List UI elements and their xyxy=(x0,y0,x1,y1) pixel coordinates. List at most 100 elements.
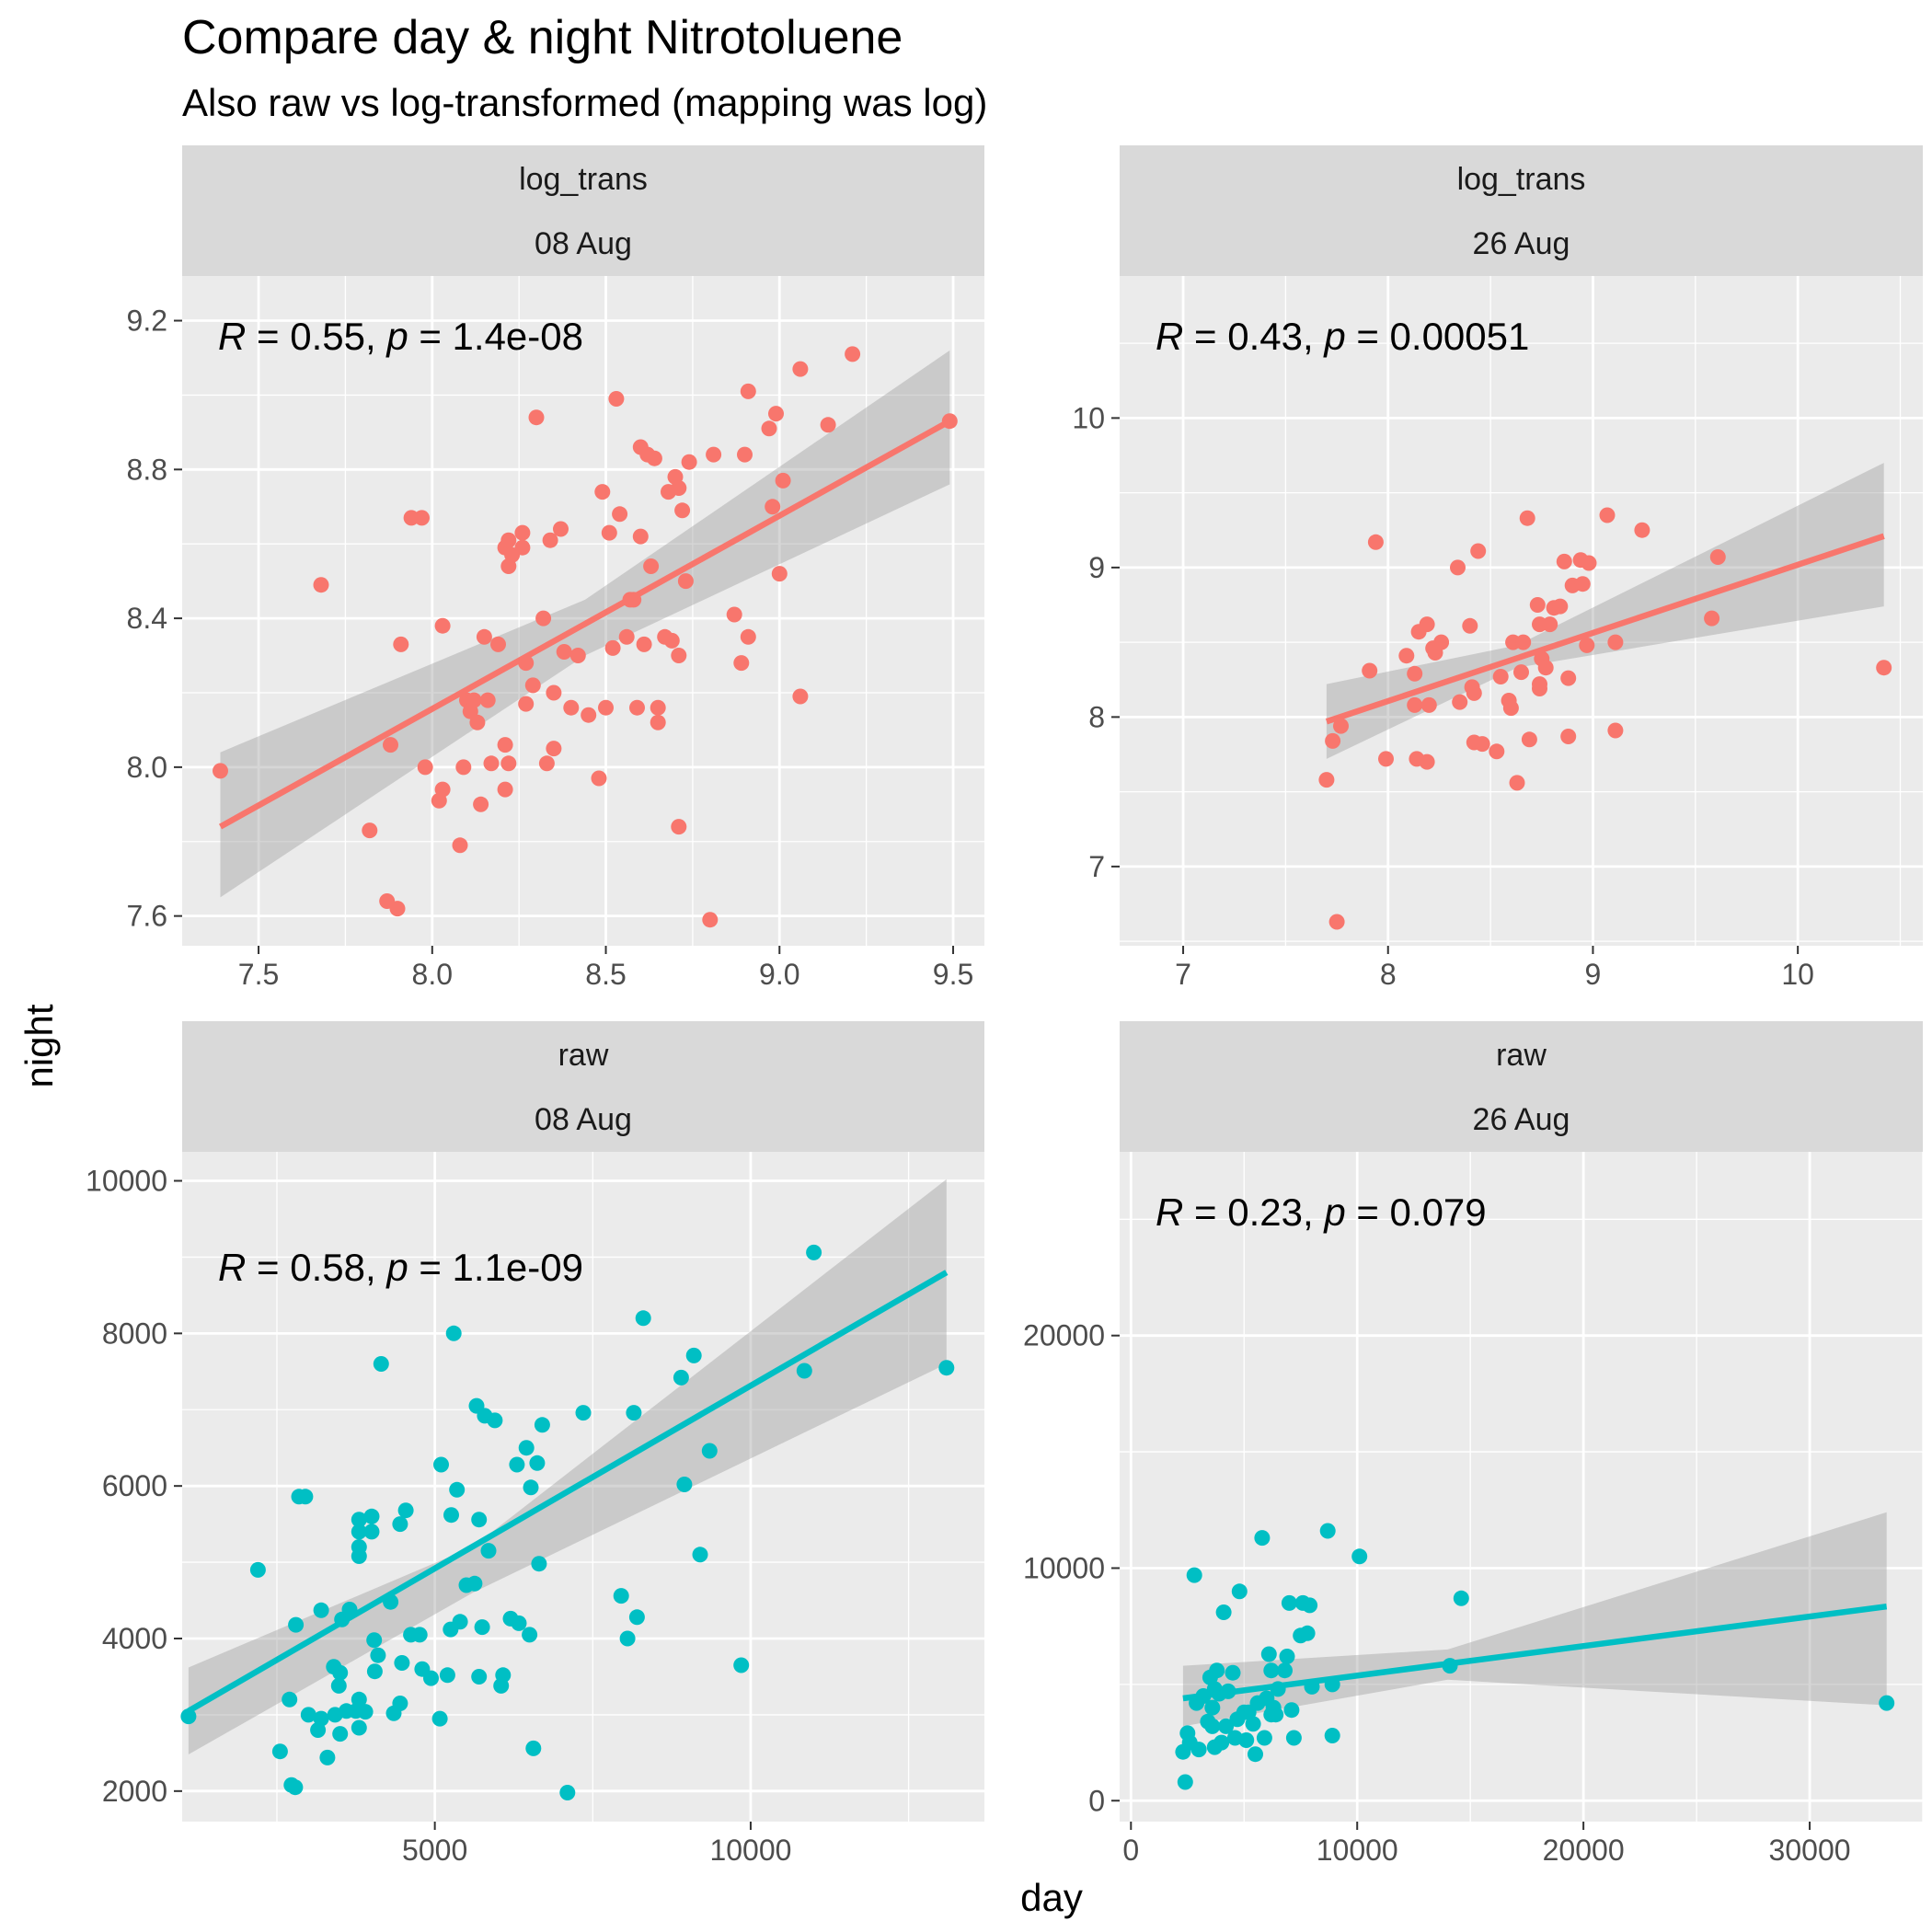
data-point xyxy=(1177,1774,1193,1790)
data-point xyxy=(351,1691,367,1708)
panel-background xyxy=(182,276,984,946)
data-point xyxy=(1560,670,1577,686)
y-tick-label: 4000 xyxy=(102,1622,167,1655)
data-point xyxy=(394,1655,410,1671)
data-point xyxy=(594,484,611,500)
x-tick-label: 9 xyxy=(1585,958,1602,991)
chart-subtitle: Also raw vs log-transformed (mapping was… xyxy=(182,81,987,124)
x-axis-title: day xyxy=(1020,1876,1083,1919)
data-point xyxy=(490,636,506,652)
data-point xyxy=(434,617,451,634)
data-point xyxy=(1607,722,1624,739)
data-point xyxy=(362,822,378,839)
x-tick-label: 7.5 xyxy=(238,958,279,991)
data-point xyxy=(500,532,517,548)
data-point xyxy=(1521,731,1537,748)
panel-raw-26aug: raw 26 Aug R = 0.23, p = 0.079 0 10000 20000 3… xyxy=(1023,1021,1924,1867)
data-point xyxy=(673,1369,689,1386)
correlation-label: R = 0.43, p = 0.00051 xyxy=(1156,315,1529,358)
data-point xyxy=(471,1669,488,1685)
data-point xyxy=(392,1516,408,1533)
panel-raw-08aug: raw 08 Aug R = 0.58, p = 1.1e-09 5000 10000 2… xyxy=(86,1021,984,1867)
data-point xyxy=(351,1548,367,1564)
data-point xyxy=(1378,751,1394,767)
data-point xyxy=(1634,522,1650,538)
y-tick-label: 7.6 xyxy=(127,900,167,933)
data-point xyxy=(525,1740,542,1756)
x-tick-label: 10000 xyxy=(709,1834,791,1867)
data-point xyxy=(1319,1523,1336,1539)
data-point xyxy=(483,755,500,772)
y-tick-label: 7 xyxy=(1088,850,1105,883)
data-point xyxy=(701,1443,718,1459)
data-point xyxy=(598,699,614,716)
data-point xyxy=(726,606,742,623)
data-point xyxy=(1279,1649,1295,1664)
facet-strip-label: 26 Aug xyxy=(1473,1102,1570,1137)
data-point xyxy=(351,1524,367,1540)
data-point xyxy=(1709,549,1726,565)
data-point xyxy=(618,628,635,645)
data-point xyxy=(1302,1597,1318,1614)
data-point xyxy=(681,454,697,470)
data-point xyxy=(569,648,586,663)
x-tick-label: 5000 xyxy=(402,1834,467,1867)
data-point xyxy=(1502,700,1519,717)
facet-strip xyxy=(1120,145,1923,276)
x-tick-label: 10000 xyxy=(1317,1834,1398,1867)
data-point xyxy=(608,391,625,407)
data-point xyxy=(646,450,662,466)
data-point xyxy=(474,1619,490,1636)
facet-strip-label: log_trans xyxy=(1457,162,1586,197)
data-point xyxy=(397,1502,414,1519)
x-tick-label: 0 xyxy=(1122,1834,1139,1867)
data-point xyxy=(366,1632,383,1649)
data-point xyxy=(1537,660,1554,676)
data-point xyxy=(938,1360,955,1376)
data-point xyxy=(1256,1730,1272,1746)
data-point xyxy=(604,639,621,656)
data-point xyxy=(1532,676,1547,693)
data-point xyxy=(1318,772,1335,788)
data-point xyxy=(1186,1567,1202,1583)
data-point xyxy=(674,502,691,519)
data-point xyxy=(1581,555,1597,571)
data-point xyxy=(1209,1662,1225,1679)
data-point xyxy=(1474,736,1490,753)
data-point xyxy=(351,1719,367,1736)
data-point xyxy=(671,648,687,663)
x-tick-label: 8.5 xyxy=(585,958,626,991)
data-point xyxy=(434,781,451,798)
panel-background xyxy=(1120,276,1923,946)
y-tick-label: 8.0 xyxy=(127,751,167,784)
data-point xyxy=(542,532,558,548)
data-point xyxy=(1607,634,1624,650)
data-point xyxy=(1470,543,1487,559)
facet-strip xyxy=(1120,1021,1923,1152)
data-point xyxy=(511,1615,527,1631)
data-point xyxy=(487,1412,503,1429)
y-tick-label: 9 xyxy=(1088,551,1105,584)
data-point xyxy=(332,1726,349,1742)
data-point xyxy=(534,1417,550,1433)
data-point xyxy=(1333,718,1349,734)
data-point xyxy=(271,1743,288,1760)
data-point xyxy=(563,699,580,716)
y-tick-label: 6000 xyxy=(102,1469,167,1502)
data-point xyxy=(1213,1734,1230,1751)
data-point xyxy=(737,446,753,463)
y-tick-label: 8.8 xyxy=(127,453,167,486)
y-tick-label: 8 xyxy=(1088,700,1105,733)
data-point xyxy=(1245,1716,1261,1732)
x-tick-label: 8 xyxy=(1380,958,1397,991)
facet-strip xyxy=(182,1021,984,1152)
data-point xyxy=(1263,1662,1280,1679)
correlation-label: R = 0.55, p = 1.4e-08 xyxy=(218,315,583,358)
data-point xyxy=(518,696,535,712)
data-point xyxy=(685,1347,702,1363)
data-point xyxy=(249,1561,266,1578)
data-point xyxy=(553,521,569,537)
data-point xyxy=(479,692,496,708)
facet-strip-label: 26 Aug xyxy=(1473,226,1570,261)
data-point xyxy=(495,1667,512,1684)
